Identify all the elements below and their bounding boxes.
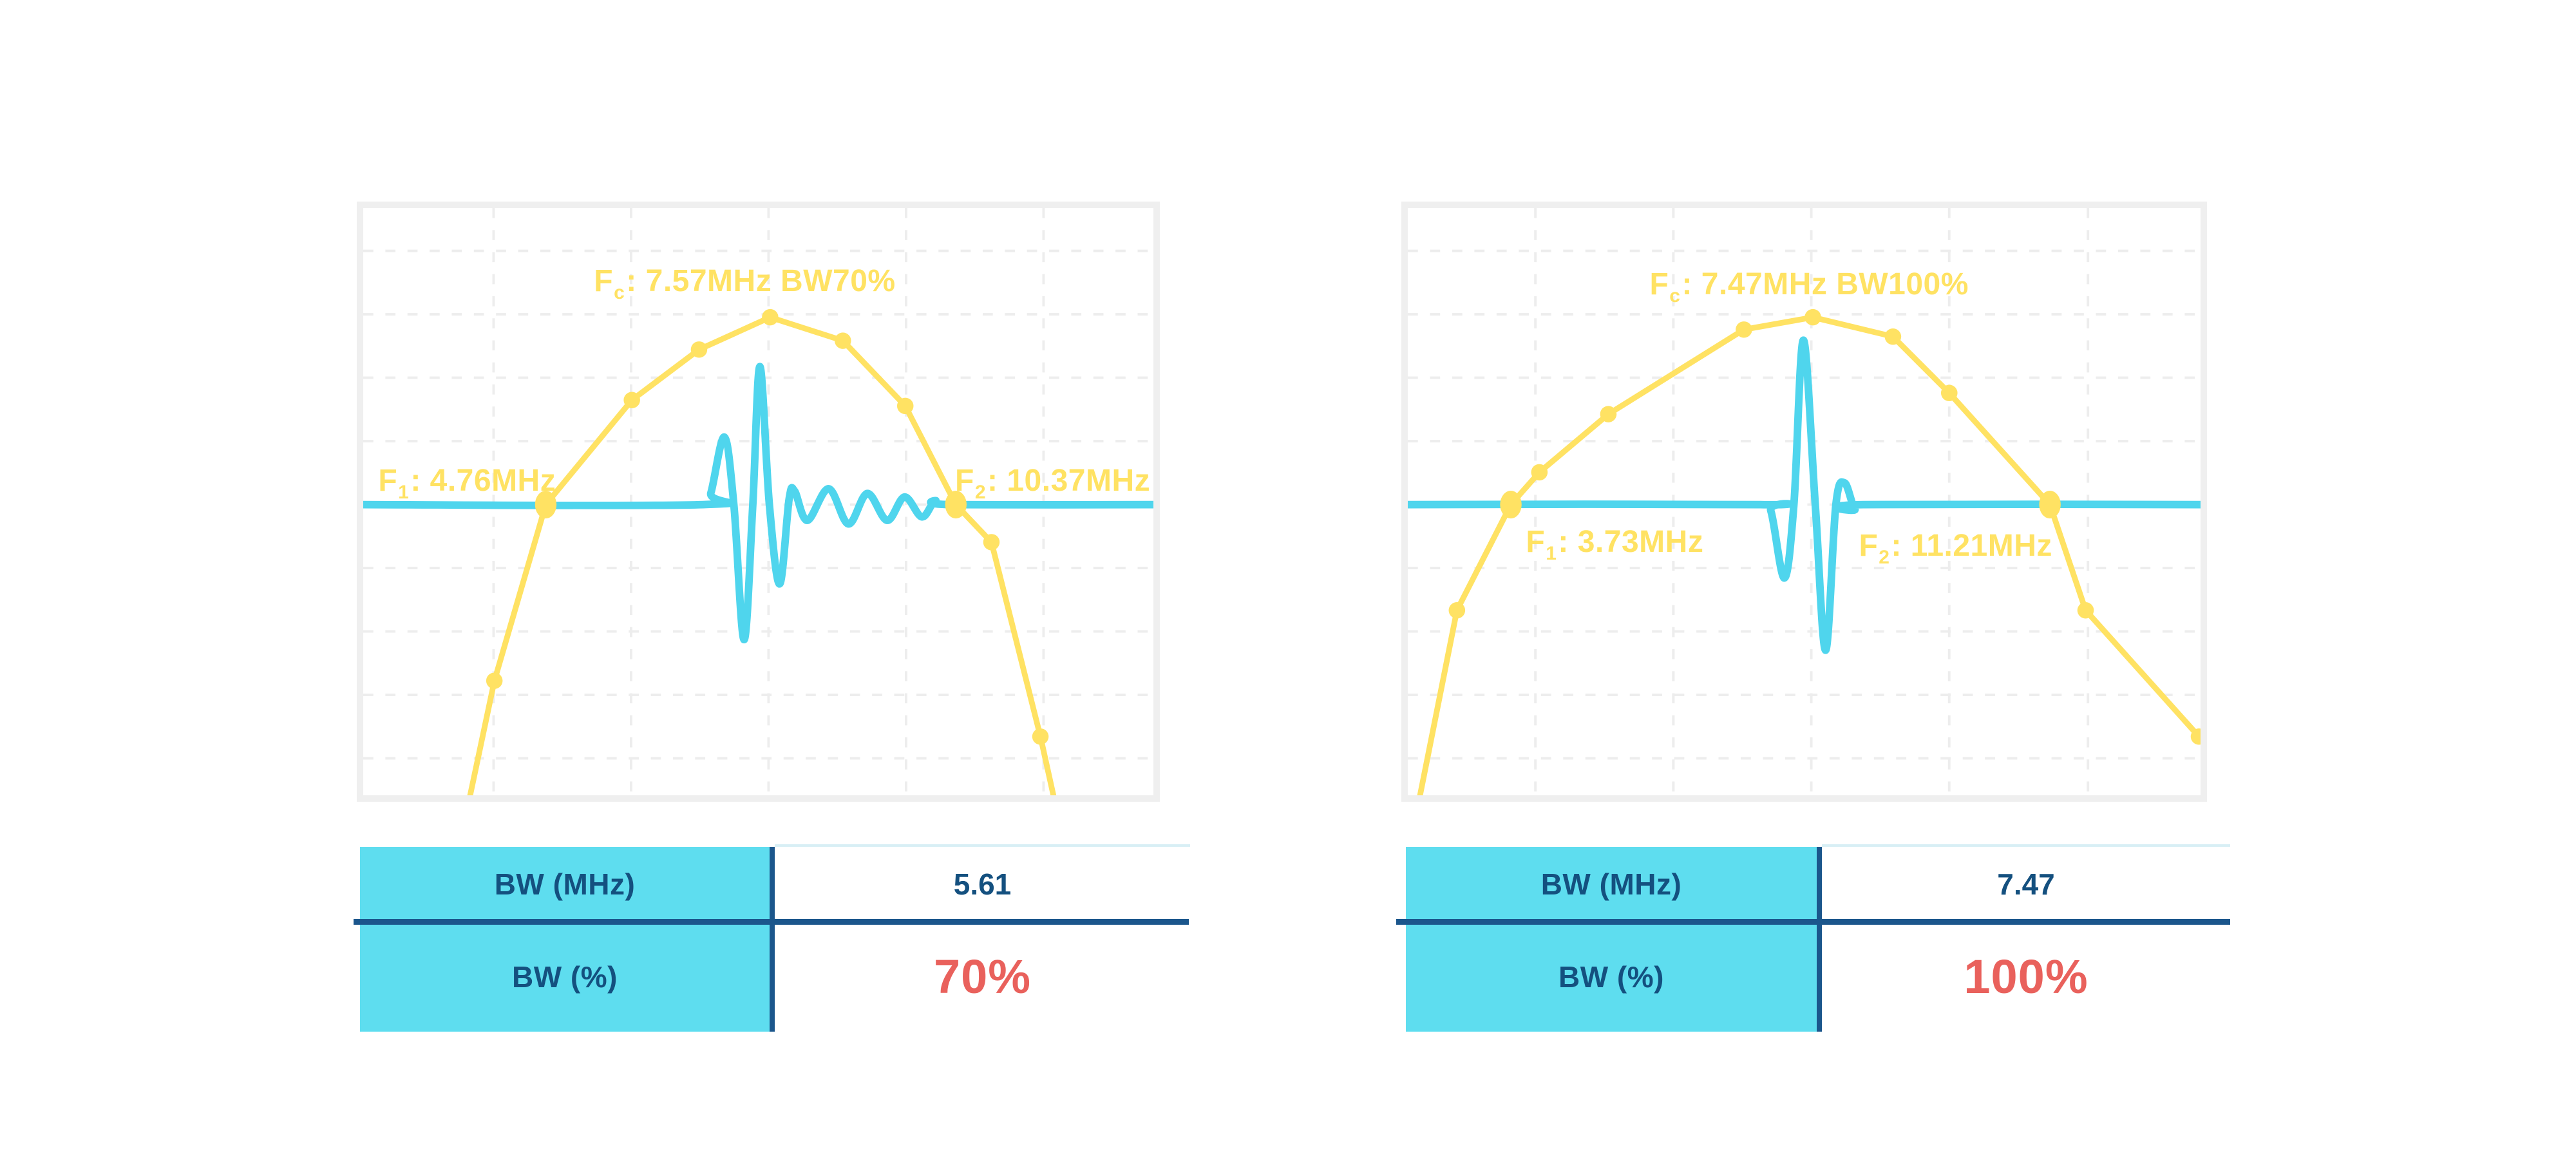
data-point-marker — [1600, 406, 1617, 422]
bandwidth-crossover-marker — [945, 491, 967, 519]
data-point-marker — [623, 392, 640, 408]
data-point-marker — [983, 534, 1000, 551]
spectrum-chart-svg-bw70 — [363, 208, 1153, 795]
spectrum-chart-panel-bw100: Fc: 7.47MHz BW100% F1: 3.73MHz F2: 11.21… — [1401, 202, 2207, 802]
label-subscript: 1 — [1546, 543, 1557, 565]
f2-annotation: F2: 11.21MHz — [1859, 528, 2052, 568]
fc-annotation: Fc: 7.47MHz BW100% — [1649, 267, 1969, 307]
bandwidth-crossover-marker — [535, 491, 557, 519]
label-symbol: F — [1649, 267, 1669, 302]
label-symbol: F — [1859, 528, 1879, 563]
label-text: : 7.57MHz BW70% — [626, 263, 896, 298]
label-text: : 10.37MHz — [987, 463, 1151, 498]
data-point-marker — [762, 308, 779, 326]
label-text: : 3.73MHz — [1558, 525, 1704, 560]
data-point-marker — [1940, 384, 1958, 402]
table-row-divider — [1396, 919, 2230, 925]
f1-annotation: F1: 4.76MHz — [378, 463, 556, 503]
spectrum-chart-panel-bw70: Fc: 7.57MHz BW70% F1: 4.76MHz F2: 10.37M… — [357, 202, 1160, 802]
label-text: : 4.76MHz — [410, 463, 556, 498]
data-point-marker — [835, 332, 851, 349]
label-subscript: 1 — [398, 481, 410, 503]
bw-pct-label-cell: BW (%) — [360, 922, 770, 1032]
data-point-marker — [896, 397, 914, 415]
spectrum-curve — [467, 314, 1057, 795]
table-column-divider — [770, 847, 775, 1032]
data-point-marker — [2190, 728, 2201, 745]
bandwidth-crossover-marker — [1500, 491, 1522, 519]
f1-annotation: F1: 3.73MHz — [1526, 525, 1704, 564]
table-row-divider — [354, 919, 1189, 925]
bw-mhz-label-cell: BW (MHz) — [360, 847, 770, 922]
spectrum-chart-svg-bw100 — [1408, 208, 2201, 795]
data-point-marker — [690, 341, 708, 358]
bw-pct-label-cell: BW (%) — [1406, 922, 1817, 1032]
pulse-curve — [1408, 336, 2201, 654]
label-symbol: F — [1526, 525, 1546, 560]
data-point-marker — [1032, 728, 1049, 745]
label-subscript: c — [614, 281, 625, 303]
data-point-marker — [1736, 321, 1752, 338]
spectrum-curve — [1417, 314, 2201, 795]
table-column-divider — [1817, 847, 1822, 1032]
label-symbol: F — [594, 263, 614, 298]
bw-mhz-value-cell: 7.47 — [1822, 844, 2230, 922]
label-subscript: c — [1669, 285, 1681, 307]
data-point-marker — [1884, 328, 1902, 345]
label-subscript: 2 — [974, 481, 987, 503]
bw-pct-value-cell: 100% — [1822, 922, 2230, 1032]
bw-mhz-value-cell: 5.61 — [775, 844, 1190, 922]
data-point-marker — [1448, 601, 1466, 619]
pulse-curve — [363, 363, 1153, 644]
label-symbol: F — [955, 463, 974, 498]
data-point-marker — [1804, 308, 1821, 326]
data-point-marker — [2077, 601, 2094, 619]
bandwidth-crossover-marker — [2039, 491, 2061, 519]
label-symbol: F — [378, 463, 398, 498]
label-subscript: 2 — [1879, 546, 1890, 568]
bw-pct-value-cell: 70% — [775, 922, 1190, 1032]
label-text: : 11.21MHz — [1891, 528, 2052, 563]
fc-annotation: Fc: 7.57MHz BW70% — [594, 263, 896, 303]
bw-mhz-label-cell: BW (MHz) — [1406, 847, 1817, 922]
data-point-marker — [1531, 464, 1548, 481]
f2-annotation: F2: 10.37MHz — [955, 463, 1151, 503]
data-point-marker — [486, 672, 503, 689]
label-text: : 7.47MHz BW100% — [1681, 267, 1969, 302]
